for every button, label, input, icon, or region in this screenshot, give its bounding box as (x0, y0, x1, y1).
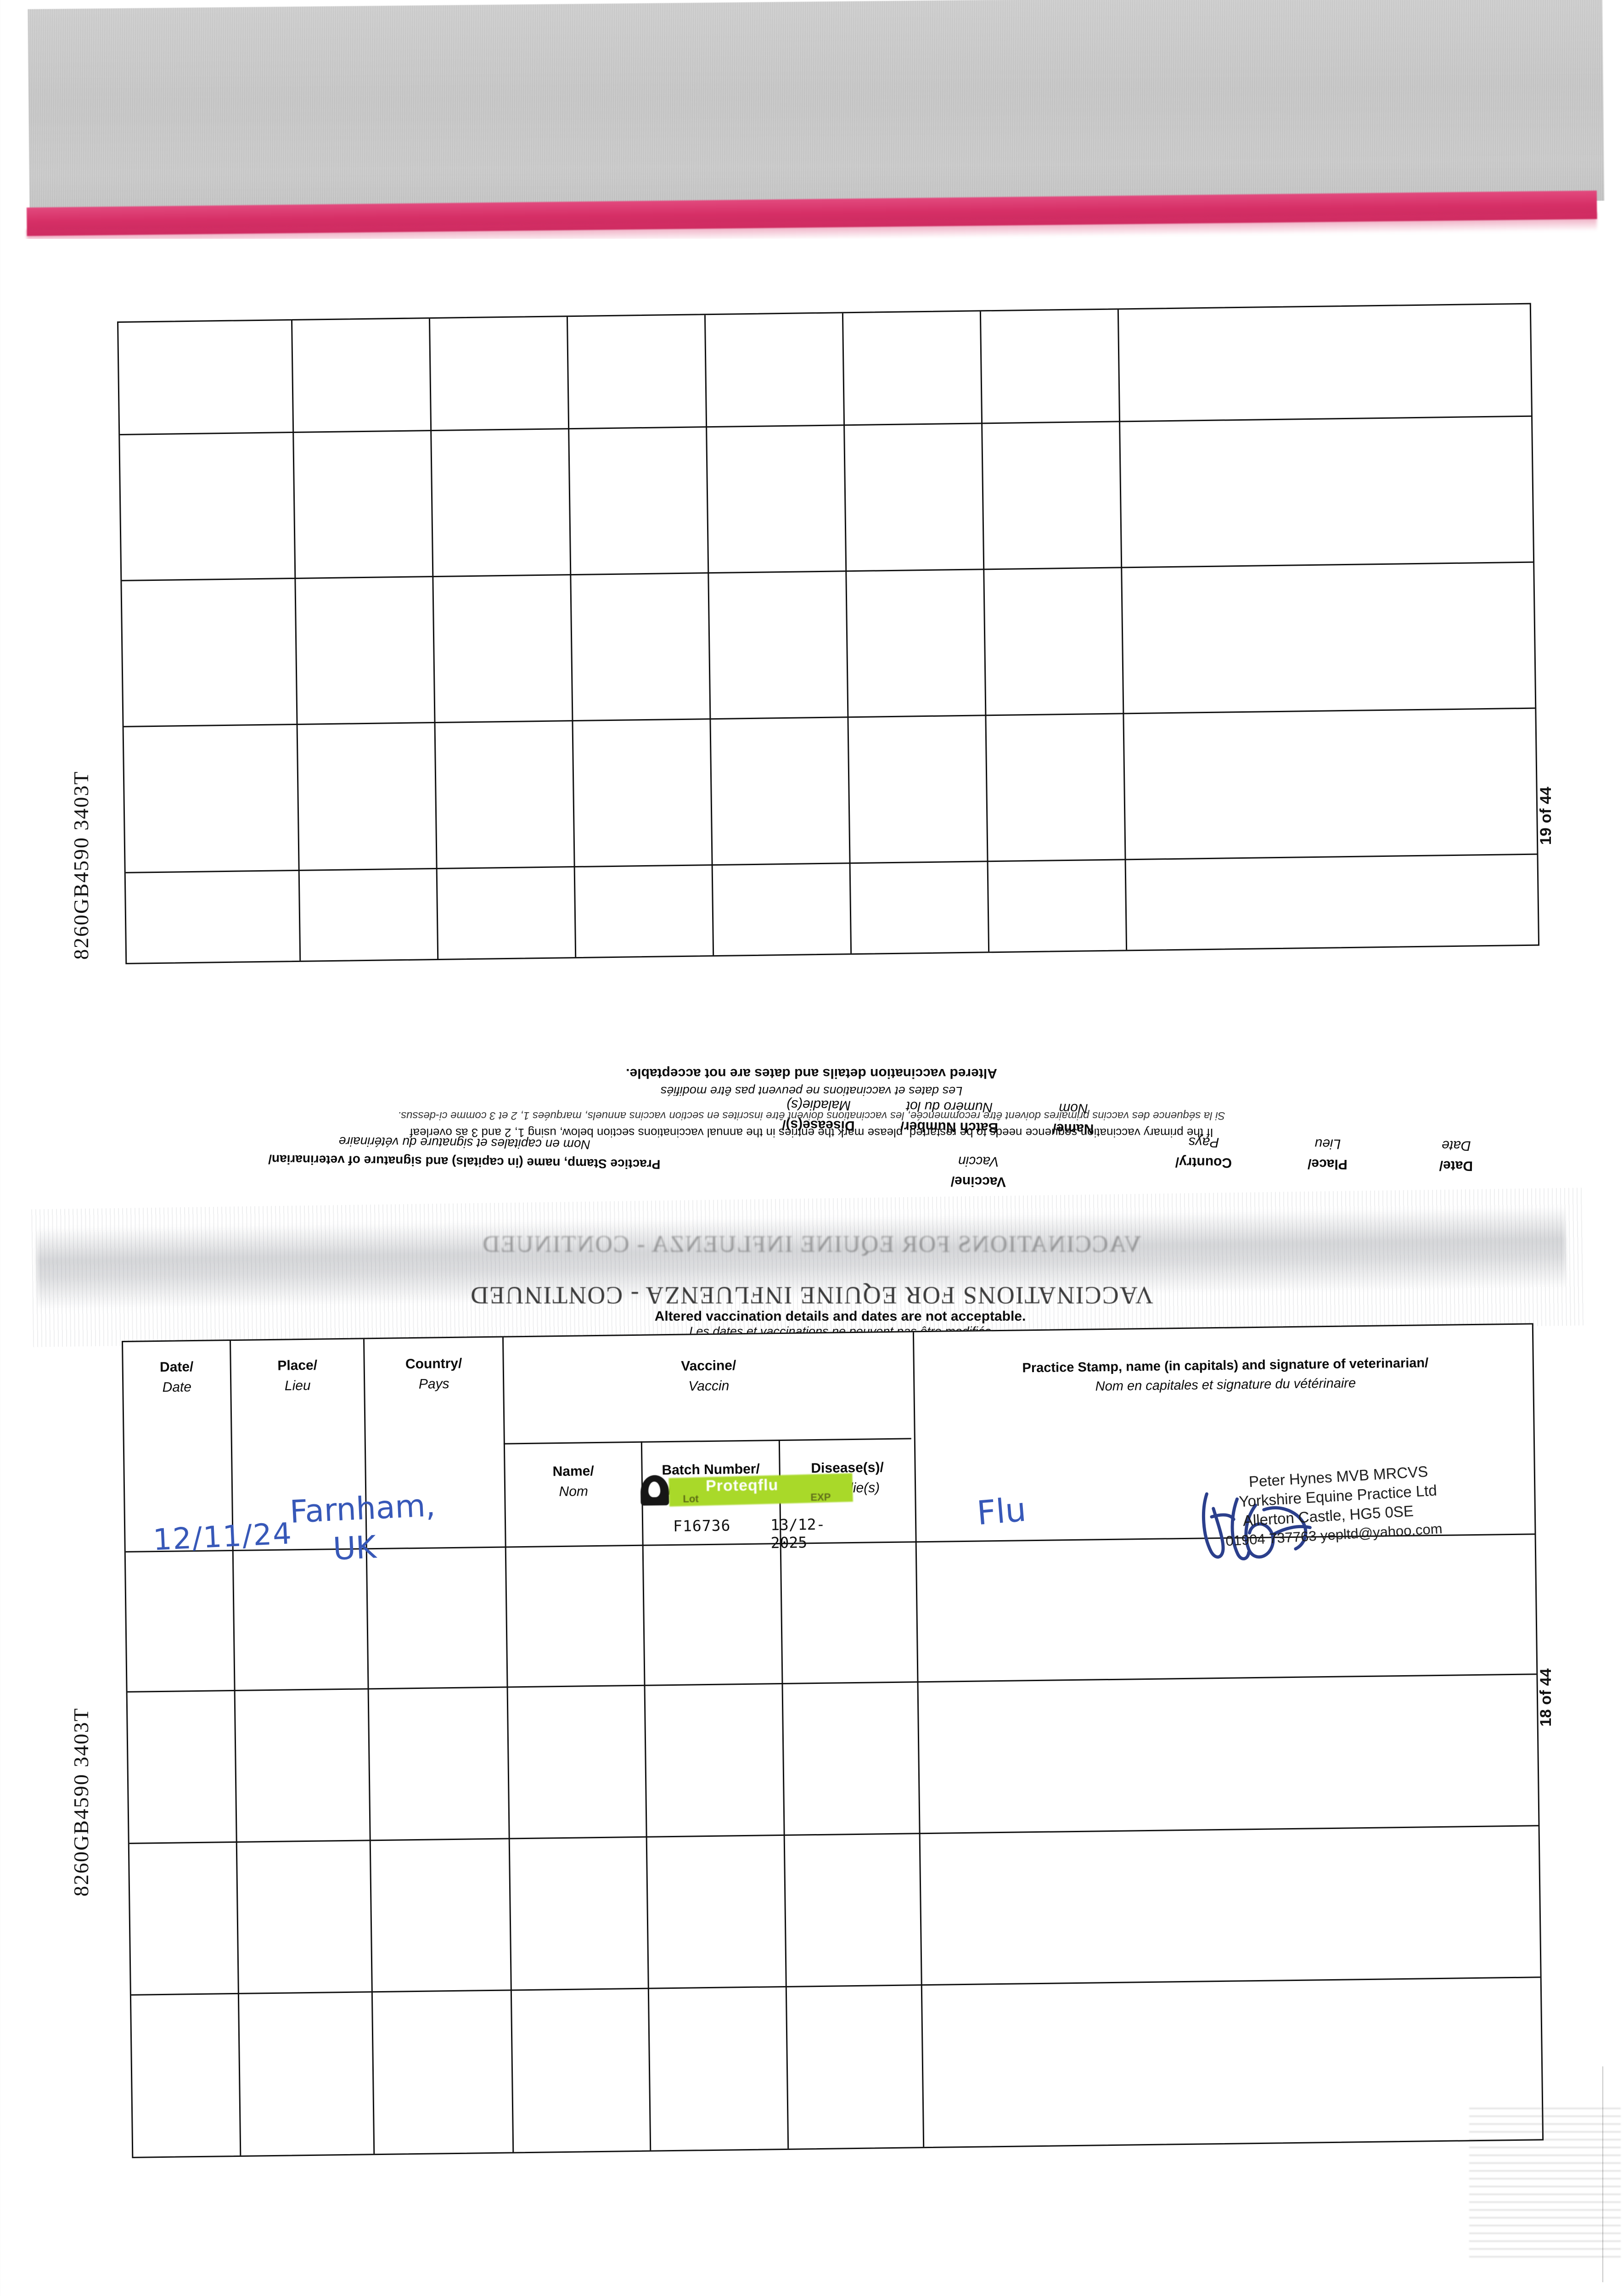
upper-vaccination-table (117, 303, 1540, 964)
upper-notices-inverted: If the primary vaccination sequence need… (0, 1065, 1623, 1140)
lower-vaccination-table: Date/ Date Place/ Lieu Country/ Pays Vac… (122, 1323, 1544, 2158)
entry-expiry-date: 13/12-2025 (770, 1515, 826, 1552)
column-header-date: Date/ Date (159, 1359, 194, 1395)
notice-altered-en-upper: Altered vaccination details and dates ar… (626, 1066, 997, 1081)
column-header-place: Place/ Lieu (277, 1357, 318, 1394)
entry-date-handwritten: 12/11/24 (152, 1517, 293, 1558)
sticker-lot-label: Lot (683, 1493, 699, 1505)
column-header-date-upper: Date/ Date (1439, 1138, 1473, 1174)
page-number-lower: 18 of 44 (1537, 1668, 1555, 1727)
passport-number-lower: 8260GB4590 3403T (69, 1707, 93, 1897)
notice-altered-fr-upper: Les dates et vaccinations ne peuvent pas… (660, 1084, 963, 1098)
column-header-vaccine-upper: Vaccine/ Vaccin (950, 1154, 1006, 1190)
sticker-exp-label: EXP (810, 1491, 831, 1503)
column-header-practice-stamp: Practice Stamp, name (in capitals) and s… (1022, 1356, 1429, 1394)
scanner-ghost-text (1469, 2108, 1621, 2259)
column-header-vaccine: Vaccine/ Vaccin (681, 1358, 736, 1394)
column-header-country: Country/ Pays (405, 1356, 462, 1392)
notice-altered-en-lower: Altered vaccination details and dates ar… (654, 1309, 1026, 1324)
entry-batch-number: F16736 (673, 1516, 731, 1535)
scanner-ghost-rule (1602, 2066, 1603, 2282)
vaccine-brand-logo-icon (640, 1475, 669, 1506)
notice-restart-en-upper: If the primary vaccination sequence need… (410, 1126, 1213, 1140)
upper-page: Date/ Date Place/ Lieu Country/ Pays Vac… (0, 285, 1623, 1347)
notice-restart-fr-upper: Si la séquence des vaccins primaires doi… (398, 1109, 1225, 1122)
show-through-section-title: VACCINATIONS FOR EQUINE INFLUENZA - CONT… (482, 1231, 1141, 1257)
practice-stamp: Peter Hynes MVB MRCVS Yorkshire Equine P… (1215, 1454, 1570, 1580)
vaccine-brand-name: Proteqflu (705, 1476, 779, 1495)
vaccine-sticker: Proteqflu Lot EXP F16736 13/12-2025 (637, 1471, 858, 1552)
passport-number-upper: 8260GB4590 3403T (69, 771, 93, 960)
entry-place-handwritten: Farnham, UK (289, 1487, 436, 1568)
page-number-upper: 19 of 44 (1537, 787, 1555, 845)
column-header-name: Name/ Nom (552, 1463, 594, 1499)
book-pages-edge (28, 0, 1605, 216)
upper-table-header-inverted: Date/ Date Place/ Lieu Country/ Pays Vac… (115, 863, 1533, 1203)
book-edge (0, 0, 1623, 239)
entry-disease-handwritten: Flu (975, 1490, 1028, 1533)
lower-page: Altered vaccination details and dates ar… (0, 1295, 1623, 2296)
